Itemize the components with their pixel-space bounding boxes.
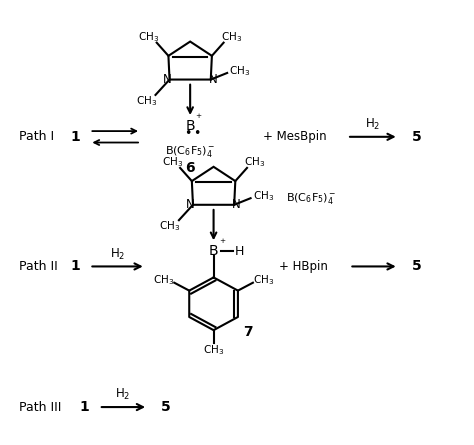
Text: CH$_3$: CH$_3$: [253, 189, 274, 203]
Text: B(C$_6$F$_5$)$_4^-$: B(C$_6$F$_5$)$_4^-$: [165, 144, 215, 159]
Text: •: •: [193, 127, 201, 140]
Text: H$_2$: H$_2$: [365, 117, 381, 132]
Text: •: •: [183, 127, 191, 140]
Text: N: N: [163, 73, 172, 86]
Text: N: N: [186, 198, 195, 211]
Text: $\mathbf{1}$: $\mathbf{1}$: [70, 130, 81, 144]
Text: + HBpin: + HBpin: [279, 260, 328, 273]
Text: H: H: [235, 245, 244, 258]
Text: $^+$: $^+$: [194, 113, 203, 123]
Text: Path I: Path I: [19, 130, 55, 143]
Text: B: B: [185, 119, 195, 133]
Text: CH$_3$: CH$_3$: [253, 273, 274, 287]
Text: H$_2$: H$_2$: [110, 247, 125, 262]
Text: Path III: Path III: [19, 400, 62, 413]
Text: CH$_3$: CH$_3$: [162, 155, 183, 169]
Text: $\mathbf{5}$: $\mathbf{5}$: [160, 400, 171, 414]
Text: CH$_3$: CH$_3$: [153, 273, 174, 287]
Text: $\mathbf{1}$: $\mathbf{1}$: [79, 400, 90, 414]
Text: $\mathbf{7}$: $\mathbf{7}$: [244, 325, 254, 340]
Text: CH$_3$: CH$_3$: [136, 94, 157, 108]
Text: CH$_3$: CH$_3$: [138, 30, 159, 44]
Text: $\mathbf{6}$: $\mathbf{6}$: [185, 161, 196, 174]
Text: N: N: [209, 73, 218, 86]
Text: $\mathbf{5}$: $\mathbf{5}$: [410, 130, 421, 144]
Text: Path II: Path II: [19, 260, 58, 273]
Text: CH$_3$: CH$_3$: [221, 30, 242, 44]
Text: $\mathbf{1}$: $\mathbf{1}$: [70, 259, 81, 273]
Text: CH$_3$: CH$_3$: [229, 64, 250, 78]
Text: H$_2$: H$_2$: [116, 387, 131, 402]
Text: + MesBpin: + MesBpin: [263, 130, 327, 143]
Text: CH$_3$: CH$_3$: [203, 343, 224, 357]
Text: CH$_3$: CH$_3$: [159, 219, 180, 233]
Text: $\mathbf{5}$: $\mathbf{5}$: [410, 259, 421, 273]
Text: $^+$: $^+$: [218, 238, 227, 248]
Text: N: N: [232, 198, 241, 211]
Text: CH$_3$: CH$_3$: [245, 155, 265, 169]
Text: B(C$_6$F$_5$)$_4^-$: B(C$_6$F$_5$)$_4^-$: [286, 191, 337, 206]
Text: B: B: [209, 244, 219, 258]
